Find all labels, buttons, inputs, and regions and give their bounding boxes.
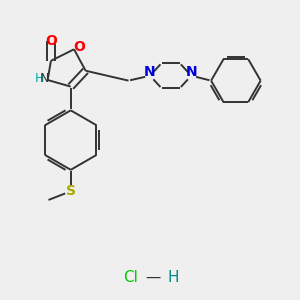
Text: N: N (40, 73, 49, 85)
Text: —: — (146, 270, 161, 285)
Text: Cl: Cl (123, 270, 138, 285)
Text: N: N (144, 65, 156, 80)
Text: H: H (167, 270, 179, 285)
Text: O: O (45, 34, 57, 48)
Text: H: H (34, 73, 44, 85)
Text: S: S (66, 184, 76, 198)
Text: N: N (185, 65, 197, 80)
Text: O: O (73, 40, 85, 54)
